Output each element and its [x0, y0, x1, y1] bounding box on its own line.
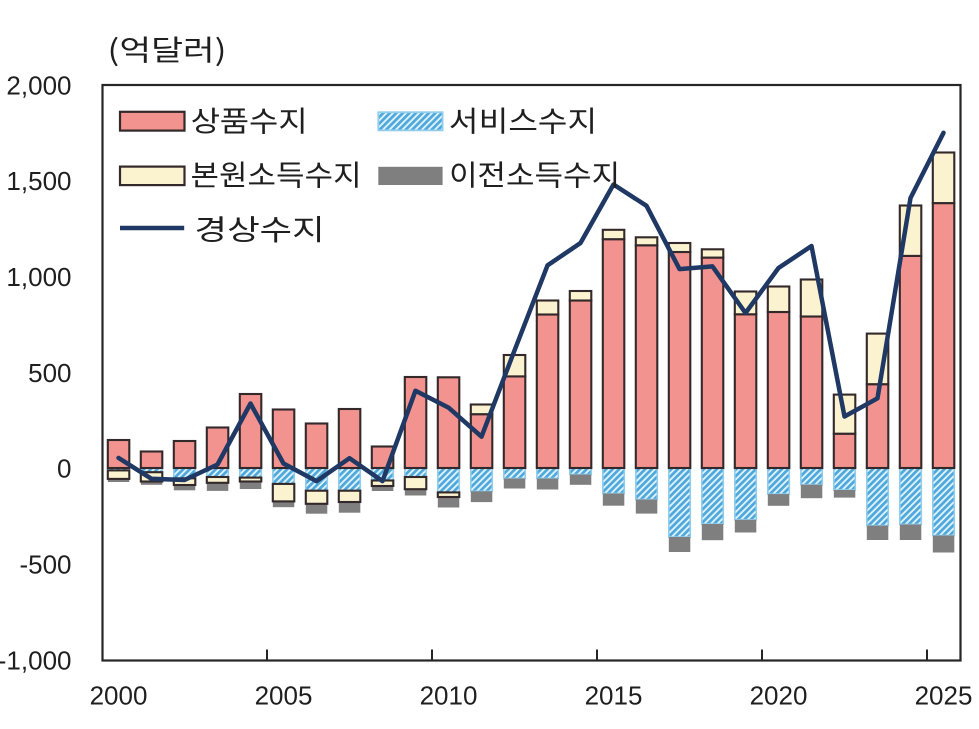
svg-text:500: 500 [28, 358, 71, 388]
svg-text:0: 0 [57, 454, 71, 484]
svg-text:1,500: 1,500 [6, 166, 71, 196]
svg-text:1,000: 1,000 [6, 262, 71, 292]
svg-text:2005: 2005 [255, 681, 313, 711]
svg-text:2020: 2020 [750, 681, 808, 711]
svg-text:2015: 2015 [585, 681, 643, 711]
svg-text:2000: 2000 [90, 681, 148, 711]
svg-text:(억달러): (억달러) [108, 28, 227, 70]
svg-text:경상수지: 경상수지 [195, 207, 325, 249]
svg-text:서비스수지: 서비스수지 [449, 98, 597, 140]
svg-text:이전소득수지: 이전소득수지 [449, 153, 620, 195]
svg-text:2,000: 2,000 [6, 71, 71, 101]
svg-text:상품수지: 상품수지 [191, 98, 308, 140]
svg-text:-1,000: -1,000 [0, 646, 72, 676]
svg-text:2010: 2010 [420, 681, 478, 711]
svg-text:2025: 2025 [915, 681, 973, 711]
svg-text:본원소득수지: 본원소득수지 [191, 153, 362, 195]
svg-text:-500: -500 [19, 550, 71, 580]
